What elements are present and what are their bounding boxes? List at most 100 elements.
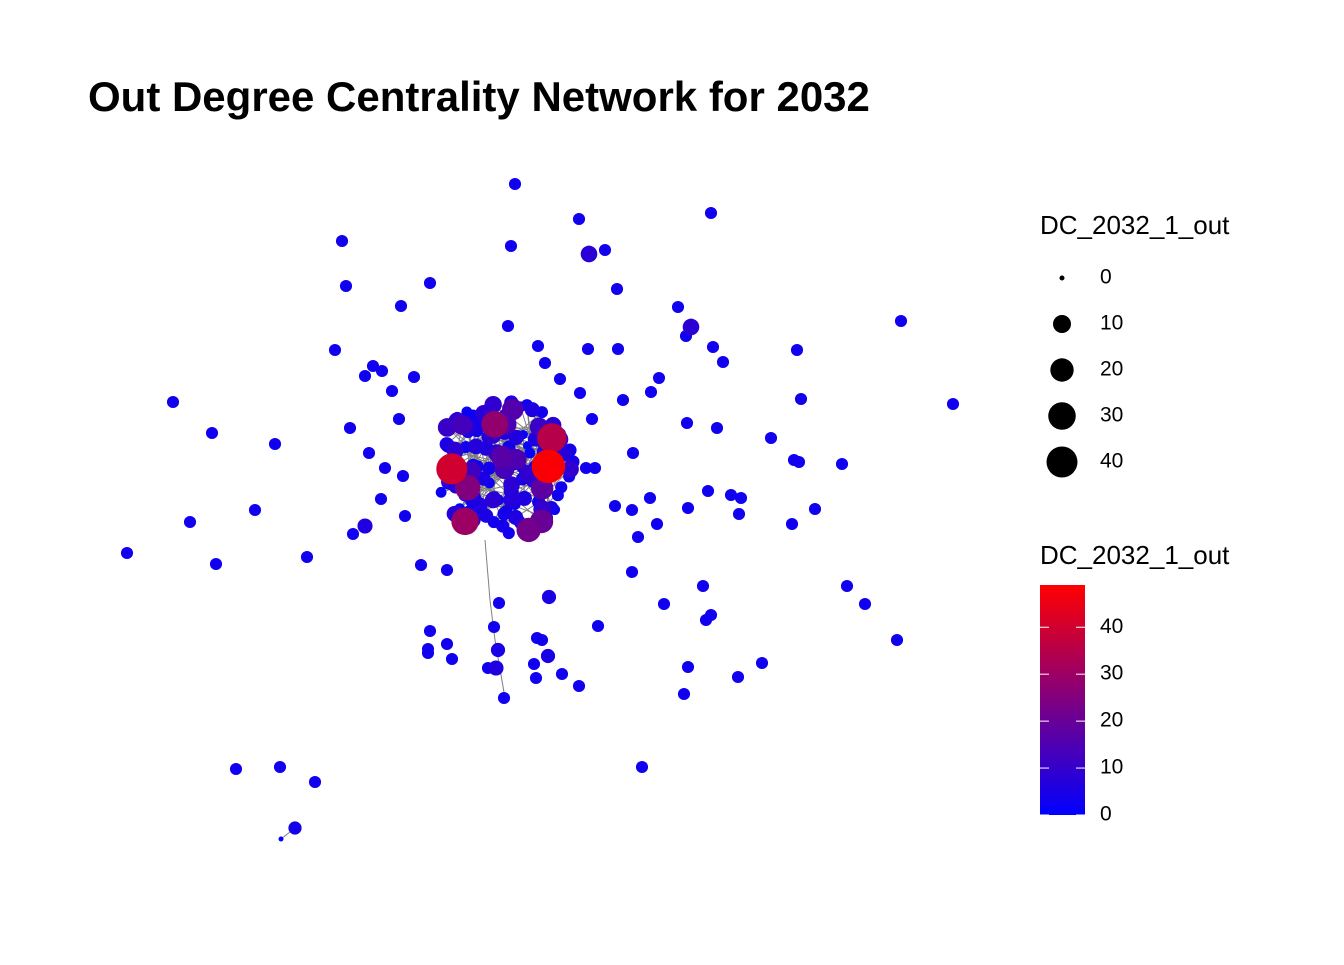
node	[653, 372, 665, 384]
node	[279, 837, 284, 842]
node	[505, 240, 517, 252]
node	[735, 492, 747, 504]
node	[682, 502, 694, 514]
size-legend-key	[1050, 358, 1073, 381]
node	[702, 485, 714, 497]
node	[537, 423, 566, 452]
node	[516, 518, 540, 542]
node	[336, 235, 348, 247]
node	[503, 492, 519, 508]
node	[493, 597, 505, 609]
node	[498, 692, 510, 704]
node	[530, 672, 542, 684]
node	[599, 244, 611, 256]
node	[645, 386, 657, 398]
color-legend-label: 0	[1100, 803, 1112, 826]
node	[626, 566, 638, 578]
node	[415, 559, 427, 571]
node	[592, 620, 604, 632]
node	[626, 504, 638, 516]
node	[644, 492, 656, 504]
node	[683, 319, 700, 336]
node	[681, 417, 693, 429]
node	[376, 365, 388, 377]
node	[697, 580, 709, 592]
node	[452, 415, 472, 435]
node	[581, 246, 598, 263]
node	[441, 564, 453, 576]
node	[121, 547, 133, 559]
node	[525, 402, 540, 417]
node	[347, 528, 359, 540]
node	[786, 518, 798, 530]
size-legend-label: 30	[1100, 404, 1123, 427]
node	[167, 396, 179, 408]
node	[733, 508, 745, 520]
node	[627, 447, 639, 459]
node	[836, 458, 848, 470]
node	[554, 373, 566, 385]
color-legend-title: DC_2032_1_out	[1040, 540, 1230, 570]
edge	[485, 540, 490, 600]
color-legend-label: 10	[1100, 756, 1123, 779]
node	[329, 344, 341, 356]
node	[488, 621, 500, 633]
node	[488, 660, 503, 675]
node	[636, 761, 648, 773]
node	[532, 450, 565, 483]
node	[651, 518, 663, 530]
node	[491, 446, 513, 468]
node	[678, 688, 690, 700]
node	[539, 357, 551, 369]
color-bar	[1040, 585, 1085, 815]
node	[502, 320, 514, 332]
node	[451, 508, 479, 536]
node	[573, 680, 585, 692]
node	[509, 178, 521, 190]
node	[700, 614, 712, 626]
node	[399, 510, 411, 522]
node	[891, 634, 903, 646]
node	[309, 776, 321, 788]
size-legend-label: 0	[1100, 266, 1112, 289]
node	[441, 638, 453, 650]
size-legend-key	[1047, 447, 1078, 478]
node	[672, 301, 684, 313]
node	[379, 462, 391, 474]
size-legend-label: 20	[1100, 358, 1123, 381]
node	[573, 213, 585, 225]
node	[707, 341, 719, 353]
chart-title: Out Degree Centrality Network for 2032	[88, 73, 870, 120]
node	[301, 551, 313, 563]
node	[359, 370, 371, 382]
node	[397, 470, 409, 482]
node	[536, 634, 548, 646]
node	[184, 516, 196, 528]
node	[947, 398, 959, 410]
node	[424, 277, 436, 289]
node	[484, 396, 501, 413]
node	[541, 649, 555, 663]
node	[357, 518, 372, 533]
node	[795, 393, 807, 405]
node	[481, 411, 508, 438]
node	[210, 558, 222, 570]
size-legend-title: DC_2032_1_out	[1040, 210, 1230, 240]
node	[206, 427, 218, 439]
node	[288, 821, 301, 834]
node	[386, 385, 398, 397]
node	[658, 598, 670, 610]
color-legend-label: 30	[1100, 662, 1123, 685]
node	[496, 519, 509, 532]
node	[517, 491, 532, 506]
node	[436, 453, 467, 484]
nodes	[121, 178, 959, 842]
node	[424, 625, 436, 637]
node	[528, 658, 540, 670]
node	[393, 413, 405, 425]
node	[532, 340, 544, 352]
node	[574, 387, 586, 399]
size-legend-label: 10	[1100, 312, 1123, 335]
node	[682, 661, 694, 673]
node	[485, 492, 502, 509]
